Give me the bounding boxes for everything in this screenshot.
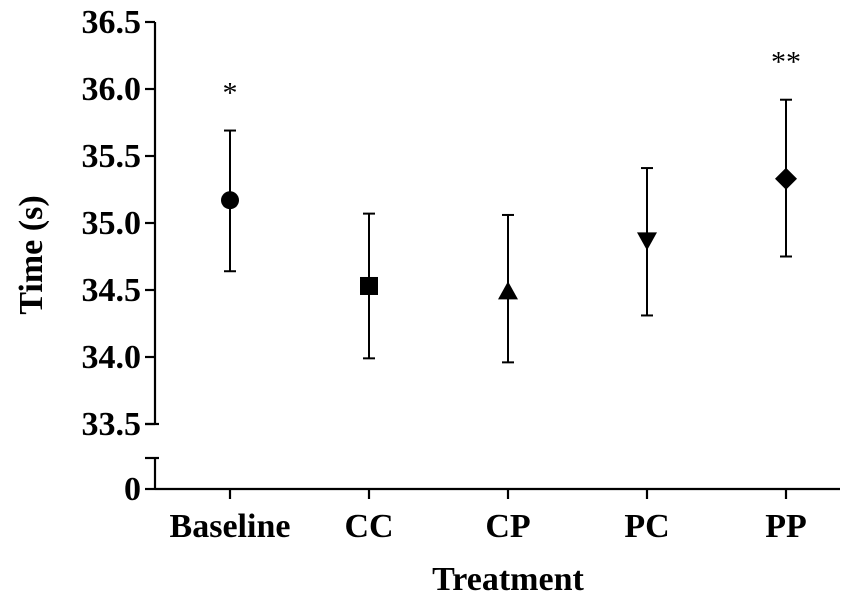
y-axis: 33.5 34.0 34.5 35.0 35.5 36.0 36.5 0	[82, 4, 159, 508]
significance-label: **	[771, 46, 801, 79]
y-tick-label: 0	[124, 471, 141, 508]
y-axis-title: Time (s)	[13, 195, 50, 314]
y-tick-label: 33.5	[82, 406, 142, 443]
x-axis-title: Treatment	[432, 561, 584, 598]
y-tick-label: 36.0	[82, 71, 142, 108]
data-point	[637, 167, 657, 317]
x-tick-label: CC	[344, 508, 393, 545]
marker-triangle-up	[498, 281, 518, 300]
x-axis: Baseline CC CP PC PP	[155, 487, 840, 545]
y-tick-label: 35.0	[82, 205, 142, 242]
y-tick-label: 34.5	[82, 272, 142, 309]
x-tick-label: PC	[624, 508, 669, 545]
data-point	[360, 212, 378, 360]
marker-circle	[221, 191, 239, 210]
data-point	[498, 213, 518, 364]
marker-diamond	[775, 167, 797, 190]
y-tick-label: 34.0	[82, 339, 142, 376]
significance-label: *	[223, 77, 238, 110]
y-tick-label: 35.5	[82, 138, 142, 175]
data-point: *	[221, 77, 239, 273]
x-tick-label: PP	[765, 508, 807, 545]
data-layer: ***	[221, 46, 801, 364]
marker-triangle-down	[637, 232, 657, 251]
data-point: **	[771, 46, 801, 258]
x-tick-label: Baseline	[170, 508, 291, 545]
y-tick-label: 36.5	[82, 4, 142, 41]
x-tick-label: CP	[485, 508, 530, 545]
marker-square	[360, 276, 378, 295]
